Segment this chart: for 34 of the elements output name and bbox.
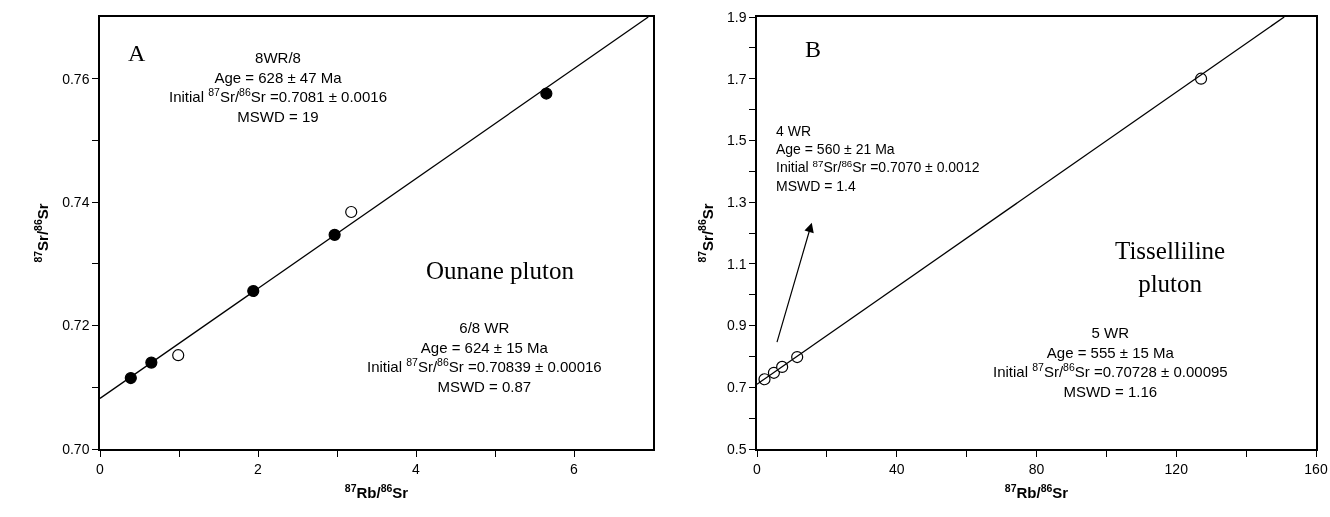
point bbox=[345, 205, 358, 219]
y-tick-label: 0.7 bbox=[726, 379, 747, 396]
x-axis-title: $^{87}$Rb/$^{86}$Sr bbox=[1004, 481, 1069, 502]
x-tick-label: 40 bbox=[888, 460, 905, 477]
point bbox=[172, 349, 185, 362]
y-tick-label: 1.7 bbox=[726, 70, 747, 87]
y-tick-label: 0.76 bbox=[62, 70, 90, 87]
x-tick-label: 80 bbox=[1028, 460, 1045, 477]
y-tick-label: 1.5 bbox=[726, 132, 747, 149]
y-tick-label: 0.5 bbox=[726, 440, 747, 457]
y-tick-label: 0.70 bbox=[62, 440, 90, 457]
y-tick-label: 1.1 bbox=[726, 255, 747, 272]
y-tick-label: 0.9 bbox=[726, 317, 747, 334]
x-axis-title: $^{87}$Rb/$^{86}$Sr bbox=[344, 481, 409, 502]
annotation: 8WR/8 Age = 628 ± 47 Ma Initial $^{87}$Sr/$^{86}$Sr =0.7081 ± 0.0016 MSWD = 19 bbox=[169, 49, 387, 125]
y-tick-label: 1.9 bbox=[726, 8, 747, 25]
y-tick-label: 0.72 bbox=[62, 317, 90, 334]
text: 6/8 WR Age = 624 ± 15 Ma Initial $^{87}$Sr/$^{86}$Sr =0.70839 ± 0.00016 MSWD = 0.87 bbox=[367, 319, 602, 395]
x-tick-label: 160 bbox=[1304, 460, 1328, 477]
annotation: Ounane pluton bbox=[426, 257, 575, 284]
x-tick-label: 0 bbox=[96, 460, 105, 477]
text: 5 WR Age = 555 ± 15 Ma Initial $^{87}$Sr/$^{86}$Sr =0.70728 ± 0.00095 MSWD = 1.16 bbox=[993, 324, 1228, 400]
annotation: 4 WR Age = 560 ± 21 Ma Initial $^{87}$Sr/$^{86}$Sr =0.7070 ± 0.0012 MSWD = 1.4 bbox=[776, 123, 980, 194]
annotation: B bbox=[805, 36, 822, 62]
x-tick-label: 4 bbox=[412, 460, 421, 477]
y-tick-label: 0.74 bbox=[62, 194, 90, 211]
y-tick-label: 1.3 bbox=[726, 194, 747, 211]
x-tick-label: 0 bbox=[753, 460, 762, 477]
annotation: A bbox=[128, 40, 146, 66]
x-tick-label: 120 bbox=[1164, 460, 1189, 477]
x-tick-label: 2 bbox=[254, 460, 263, 477]
point bbox=[540, 87, 553, 100]
x-tick-label: 6 bbox=[570, 460, 579, 477]
annotation: Tisselliline pluton bbox=[1115, 237, 1226, 297]
